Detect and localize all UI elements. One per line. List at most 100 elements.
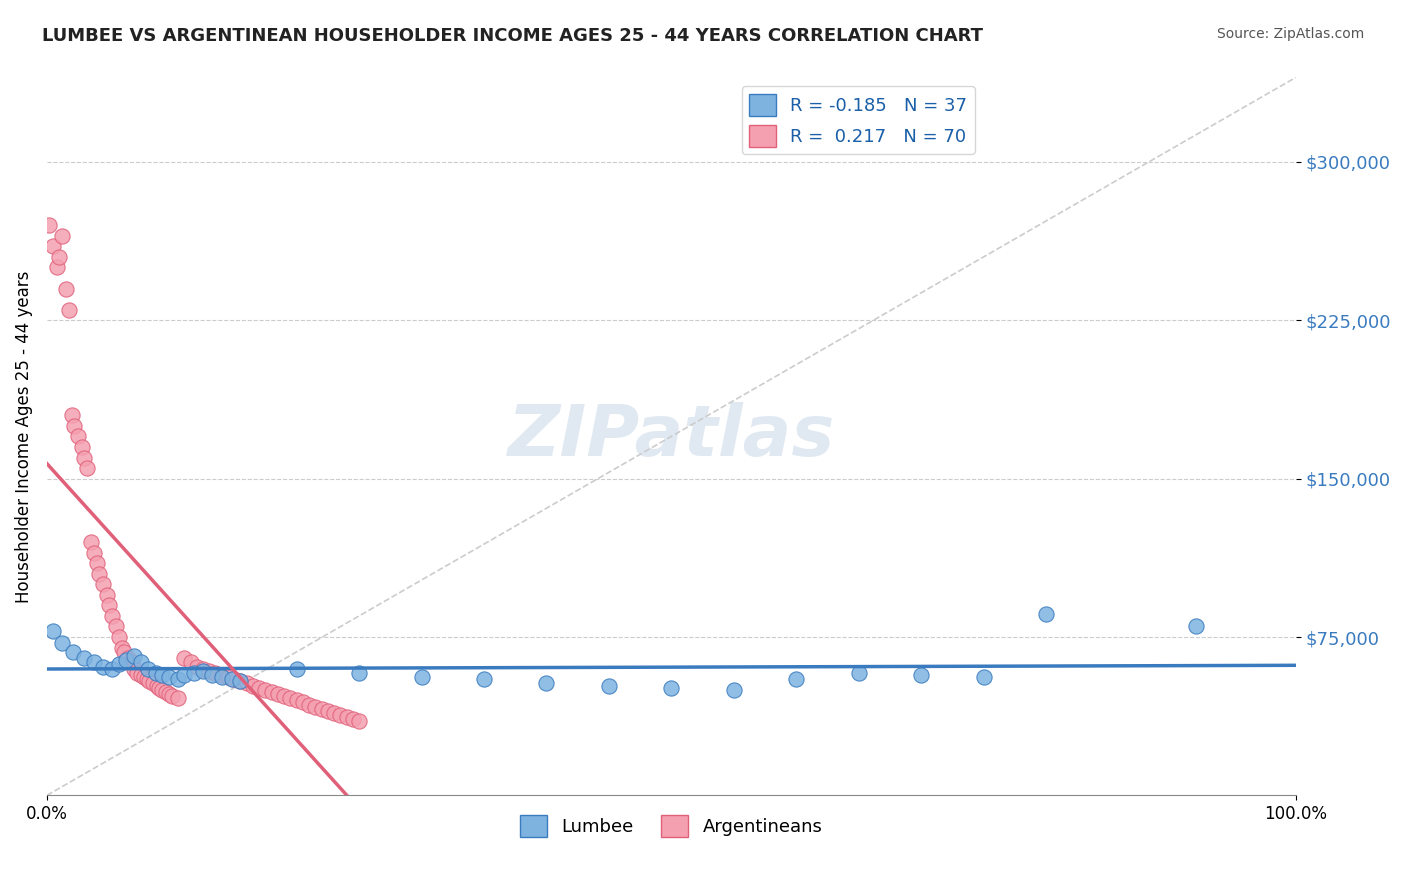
Point (167, 673, 190, 687)
Point (336, 710, 359, 724)
Point (89, 566, 111, 581)
Point (124, 662, 146, 676)
Point (217, 670, 239, 684)
Point (111, 640, 134, 655)
Y-axis label: Householder Income Ages 25 - 44 years: Householder Income Ages 25 - 44 years (15, 270, 32, 603)
Point (323, 706, 346, 720)
Point (121, 656, 143, 670)
Point (472, 673, 495, 687)
Point (108, 630, 131, 644)
Point (104, 619, 127, 633)
Point (150, 682, 173, 697)
Point (51, 228, 73, 243)
Point (273, 689, 295, 703)
Point (242, 679, 264, 693)
Point (138, 674, 160, 689)
Point (316, 704, 339, 718)
Point (155, 685, 177, 699)
Point (76, 461, 98, 475)
Point (229, 674, 252, 689)
Point (150, 668, 173, 682)
Point (142, 676, 165, 690)
Point (229, 674, 252, 689)
Point (260, 685, 283, 699)
Point (129, 668, 152, 682)
Point (285, 693, 308, 707)
Point (848, 665, 870, 680)
Point (112, 645, 135, 659)
Point (204, 665, 226, 680)
Point (42, 239, 65, 253)
Point (145, 665, 167, 680)
Point (973, 670, 995, 684)
Point (73, 651, 96, 665)
Point (129, 656, 152, 670)
Point (45, 260, 67, 275)
Point (101, 662, 124, 676)
Point (254, 682, 277, 697)
Point (91, 659, 114, 673)
Legend: Lumbee, Argentineans: Lumbee, Argentineans (513, 807, 830, 844)
Point (96, 588, 118, 602)
Point (1185, 619, 1208, 633)
Point (83, 545, 105, 559)
Point (198, 664, 221, 678)
Text: Source: ZipAtlas.com: Source: ZipAtlas.com (1216, 27, 1364, 41)
Point (173, 651, 195, 665)
Point (201, 668, 224, 682)
Point (134, 670, 156, 684)
Point (70, 440, 93, 454)
Point (785, 673, 807, 687)
Point (280, 691, 302, 706)
Point (146, 679, 169, 693)
Text: ZIPatlas: ZIPatlas (508, 402, 835, 471)
Point (329, 708, 352, 723)
Point (183, 665, 205, 680)
Point (191, 664, 214, 678)
Point (247, 681, 270, 695)
Point (723, 682, 745, 697)
Point (101, 608, 124, 623)
Point (160, 689, 183, 703)
Point (67, 429, 90, 443)
Point (58, 302, 80, 317)
Point (38, 219, 60, 233)
Point (659, 681, 682, 695)
Point (86, 556, 108, 570)
Point (79, 535, 101, 549)
Point (173, 668, 195, 682)
Point (1035, 607, 1057, 621)
Point (304, 699, 326, 714)
Point (73, 450, 96, 465)
Point (135, 673, 157, 687)
Point (91, 577, 114, 591)
Point (598, 679, 620, 693)
Point (291, 696, 314, 710)
Point (536, 676, 558, 690)
Point (117, 651, 139, 665)
Point (62, 645, 84, 659)
Point (347, 714, 370, 729)
Point (411, 670, 433, 684)
Point (235, 676, 257, 690)
Point (60, 409, 83, 423)
Point (98, 599, 121, 613)
Point (347, 665, 370, 680)
Point (125, 665, 148, 680)
Point (63, 418, 86, 433)
Point (136, 662, 159, 676)
Point (51, 636, 73, 650)
Point (157, 687, 180, 701)
Point (167, 691, 190, 706)
Point (221, 673, 243, 687)
Point (211, 670, 233, 684)
Point (157, 670, 180, 684)
Point (298, 698, 321, 712)
Point (55, 282, 77, 296)
Point (83, 656, 105, 670)
Point (342, 712, 364, 726)
Point (48, 250, 70, 264)
Point (114, 653, 136, 667)
Point (267, 687, 290, 701)
Point (108, 657, 131, 672)
